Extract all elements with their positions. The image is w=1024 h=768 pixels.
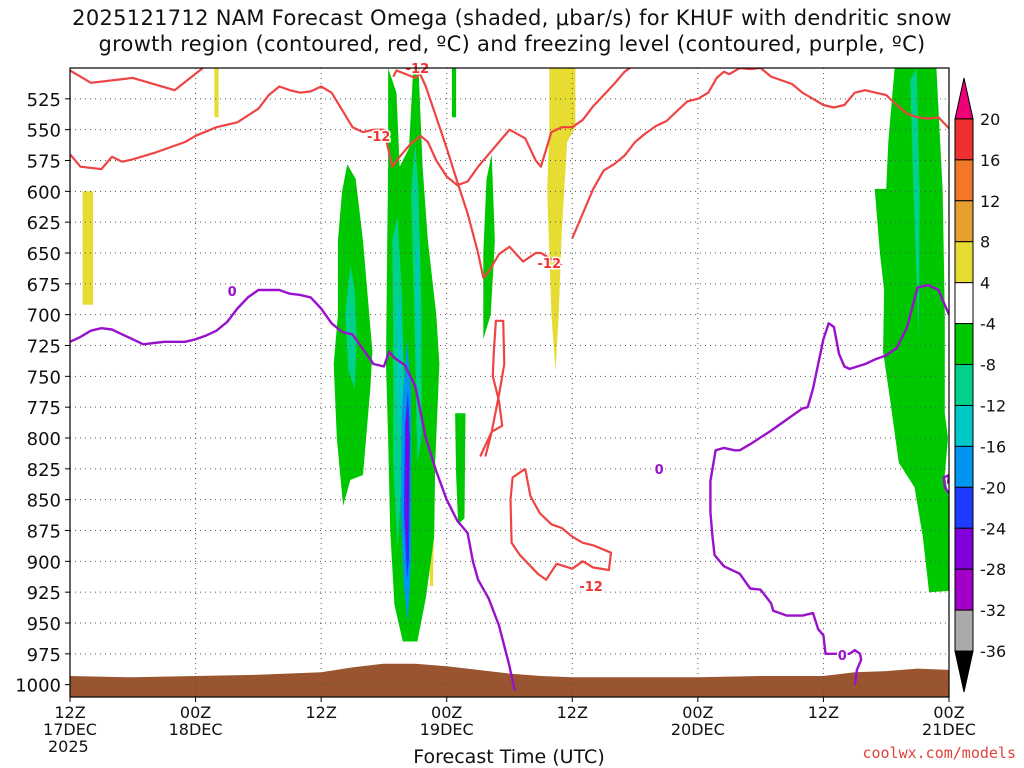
dgz-contour-1 (70, 68, 632, 187)
y-tick-label: 975 (27, 645, 61, 666)
colorbar-label: 4 (980, 274, 990, 293)
y-tick-label: 550 (27, 121, 61, 142)
site-credit[interactable]: coolwx.com/models (862, 744, 1016, 762)
omega-region-7 (483, 154, 495, 340)
fl-label-0: 0 (228, 285, 237, 300)
colorbar-bin (954, 404, 974, 447)
x-tick-label: 00Z (682, 703, 713, 722)
colorbar-bin (954, 364, 974, 406)
x-tick-label: 00Z (933, 703, 964, 722)
y-tick-label: 525 (27, 90, 61, 111)
y-tick-label: 750 (27, 367, 61, 388)
y-tick-label: 950 (27, 614, 61, 635)
colorbar-bin (954, 200, 974, 243)
colorbar-bin (954, 159, 974, 202)
x-tick-label: 18DEC (169, 720, 223, 739)
x-tick-label: 21DEC (922, 720, 976, 739)
y-tick-label: 575 (27, 152, 61, 173)
colorbar-label: -4 (980, 315, 996, 334)
fl-label-1: 0 (655, 463, 664, 478)
colorbar-label: 12 (980, 192, 1000, 211)
x-tick-label: 12Z (808, 703, 839, 722)
dgz-label-2: -12 (538, 257, 562, 272)
omega-region-10 (345, 265, 357, 389)
y-tick-label: 925 (27, 583, 61, 604)
freezing-level-contour-1 (709, 283, 949, 685)
y-tick-label: 600 (27, 182, 61, 203)
y-tick-label: 625 (27, 213, 61, 234)
omega-region-13 (910, 68, 920, 340)
y-tick-label: 650 (27, 244, 61, 265)
colorbar-cap-top (954, 77, 974, 120)
y-tick-label: 850 (27, 491, 61, 512)
omega-region-15 (416, 240, 420, 364)
colorbar-bin (954, 241, 974, 284)
y-tick-label: 725 (27, 337, 61, 358)
y-tick-label: 800 (27, 429, 61, 450)
terrain-fill (70, 663, 949, 697)
dgz-contour-4 (571, 68, 949, 239)
x-tick-label: 00Z (431, 703, 462, 722)
colorbar-cap-bottom (954, 650, 974, 693)
colorbar-label: -32 (980, 601, 1006, 620)
dgz-contour-5 (479, 319, 506, 457)
colorbar-label: -16 (980, 437, 1006, 456)
x-axis-label: Forecast Time (UTC) (413, 746, 604, 768)
chart-title-line1: 2025121712 NAM Forecast Omega (shaded, μ… (72, 6, 952, 30)
dgz-label-0: -12 (406, 62, 430, 77)
y-tick-label: 825 (27, 460, 61, 481)
colorbar-label: 20 (980, 110, 1000, 129)
x-tick-label: 00Z (180, 703, 211, 722)
omega-region-2 (547, 68, 576, 372)
colorbar-bin (954, 609, 974, 652)
colorbar-label: -8 (980, 356, 996, 375)
y-tick-label: 700 (27, 306, 61, 327)
x-tick-label: 2025 (48, 737, 89, 756)
omega-region-12 (411, 142, 422, 463)
dgz-label-3: -12 (579, 580, 603, 595)
y-tick-label: 875 (27, 522, 61, 543)
omega-region-9 (874, 68, 949, 593)
dgz-contour-6 (509, 467, 613, 581)
colorbar-label: -28 (980, 560, 1006, 579)
colorbar-bin (954, 445, 974, 488)
dgz-label-1: -12 (367, 130, 391, 145)
colorbar-label: -36 (980, 642, 1006, 661)
x-tick-label: 12Z (54, 703, 85, 722)
colorbar-label: 8 (980, 233, 990, 252)
colorbar-label: -20 (980, 478, 1006, 497)
omega-region-14 (397, 290, 403, 438)
y-tick-label: 1000 (15, 676, 61, 697)
colorbar-bin (954, 568, 974, 611)
x-tick-label: 20DEC (671, 720, 725, 739)
x-tick-label: 12Z (305, 703, 336, 722)
colorbar-bin (954, 527, 974, 570)
y-tick-label: 775 (27, 398, 61, 419)
x-tick-label: 19DEC (420, 720, 474, 739)
colorbar-bin (954, 323, 974, 366)
freezing-level-contour-0 (70, 288, 516, 692)
fl-label-2: 0 (838, 649, 847, 664)
omega-region-6 (451, 68, 457, 118)
colorbar-label: -24 (980, 519, 1006, 538)
colorbar-label: 16 (980, 151, 1000, 170)
chart-title-line2: growth region (contoured, red, ºC) and f… (98, 32, 926, 56)
omega-region-18 (405, 401, 409, 562)
omega-region-0 (82, 191, 93, 305)
colorbar-label: -12 (980, 396, 1006, 415)
x-tick-label: 17DEC (43, 720, 97, 739)
colorbar-bin (954, 118, 974, 161)
omega-region-1 (214, 68, 219, 118)
dgz-contour-3 (416, 68, 563, 279)
dgz-contour-0 (70, 68, 205, 92)
x-tick-label: 12Z (557, 703, 588, 722)
colorbar-bin (954, 486, 974, 529)
y-tick-label: 900 (27, 552, 61, 573)
colorbar-bin (954, 282, 974, 325)
y-tick-label: 675 (27, 275, 61, 296)
